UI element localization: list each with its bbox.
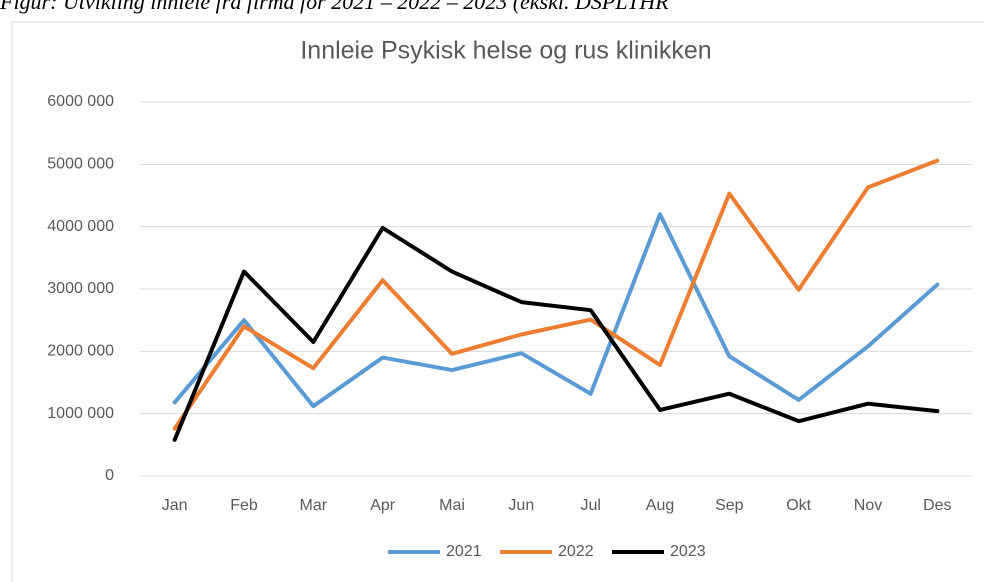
x-tick-label: Okt — [786, 497, 811, 514]
caption: Figur: Utvikling innleie fra firma for 2… — [0, 0, 669, 14]
y-tick-label: 2000 000 — [47, 343, 114, 360]
legend-label: 2023 — [670, 543, 706, 560]
y-tick-label: 4000 000 — [47, 218, 114, 235]
line-series — [172, 225, 940, 442]
y-tick-label: 0 — [105, 467, 114, 484]
line-series — [172, 158, 940, 431]
chart-title: Innleie Psykisk helse og rus klinikken — [300, 37, 711, 65]
y-tick-label: 3000 000 — [47, 280, 114, 297]
x-tick-label: Jul — [580, 497, 600, 514]
x-tick-label: Jun — [508, 497, 534, 514]
legend-label: 2021 — [446, 543, 482, 560]
x-tick-label: Sep — [715, 497, 744, 514]
x-tick-label: Mar — [300, 497, 328, 514]
x-tick-label: Feb — [230, 497, 258, 514]
y-tick-label: 1000 000 — [47, 405, 114, 422]
y-tick-label: 5000 000 — [47, 156, 114, 173]
x-tick-label: Apr — [370, 497, 396, 514]
x-tick-label: Jan — [162, 497, 188, 514]
x-tick-label: Mai — [439, 497, 465, 514]
x-tick-label: Des — [923, 497, 951, 514]
legend-label: 2022 — [558, 543, 594, 560]
x-tick-label: Nov — [854, 497, 882, 514]
x-tick-label: Aug — [646, 497, 674, 514]
line-series — [172, 212, 940, 409]
y-tick-label: 6000 000 — [47, 93, 114, 110]
chart-frame — [11, 21, 984, 582]
